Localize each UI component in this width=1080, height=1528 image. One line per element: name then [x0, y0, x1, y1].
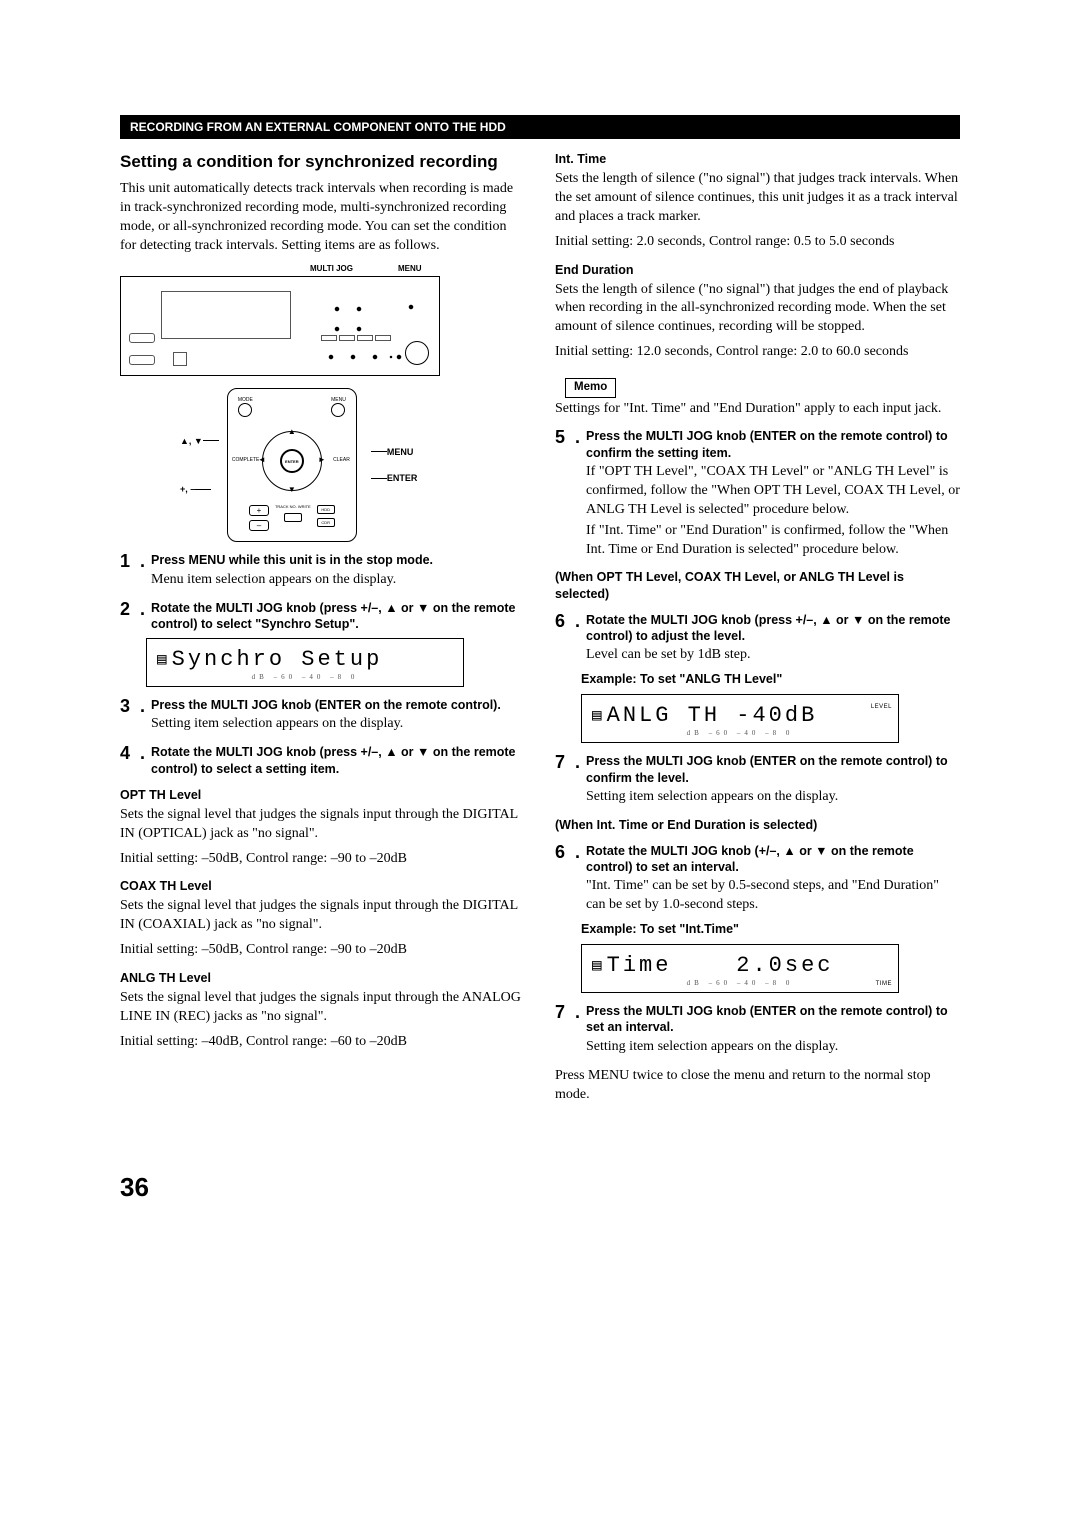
setting-inttime-desc: Sets the length of silence ("no signal")… — [555, 170, 960, 227]
step-3: 3. Press the MULTI JOG knob (ENTER on th… — [120, 697, 525, 734]
step-title: Press the MULTI JOG knob (ENTER on the r… — [151, 697, 525, 713]
remote-illustration: ▲, ▼ +, – MODE MENU COMPLETE CLEAR ENTER… — [180, 388, 525, 543]
step-5: 5. Press the MULTI JOG knob (ENTER on th… — [555, 428, 960, 559]
setting-opt-name: OPT TH Level — [120, 787, 525, 804]
step-number: 6 — [555, 843, 573, 861]
step-6a: 6. Rotate the MULTI JOG knob (press +/–,… — [555, 612, 960, 665]
remote-graphic: MODE MENU COMPLETE CLEAR ENTER ▲ ▼ ◄ ► +… — [227, 388, 357, 543]
right-column: Int. Time Sets the length of silence ("n… — [555, 151, 960, 1110]
memo-text: Settings for "Int. Time" and "End Durati… — [555, 400, 960, 419]
when-time-heading: (When Int. Time or End Duration is selec… — [555, 817, 960, 833]
setting-coax-desc: Sets the signal level that judges the si… — [120, 897, 525, 935]
step-title: Press the MULTI JOG knob (ENTER on the r… — [586, 428, 960, 461]
step-6b: 6. Rotate the MULTI JOG knob (+/–, ▲ or … — [555, 843, 960, 915]
setting-inttime-name: Int. Time — [555, 151, 960, 168]
setting-coax-name: COAX TH Level — [120, 878, 525, 895]
step-number: 4 — [120, 744, 138, 762]
setting-inttime-init: Initial setting: 2.0 seconds, Control ra… — [555, 233, 960, 252]
title-bar: RECORDING FROM AN EXTERNAL COMPONENT ONT… — [120, 115, 960, 139]
step-text: "Int. Time" can be set by 0.5-second ste… — [586, 877, 960, 915]
lcd-anlg: LEVEL ▤ANLG TH -40dB dB –60 –40 –8 0 — [581, 694, 899, 743]
step-text: Setting item selection appears on the di… — [151, 715, 525, 734]
label-menu: MENU — [398, 264, 422, 275]
example-time-label: Example: To set "Int.Time" — [581, 921, 960, 938]
lcd-corner-level: LEVEL — [871, 703, 892, 711]
step-4: 4. Rotate the MULTI JOG knob (press +/–,… — [120, 744, 525, 777]
front-panel-graphic — [120, 276, 440, 376]
bars-icon: ▤ — [592, 706, 605, 728]
label-updown: ▲, ▼ — [180, 435, 203, 447]
step-title: Rotate the MULTI JOG knob (press +/–, ▲ … — [151, 600, 525, 633]
setting-opt-desc: Sets the signal level that judges the si… — [120, 806, 525, 844]
step-number: 5 — [555, 428, 573, 446]
setting-enddur-desc: Sets the length of silence ("no signal")… — [555, 281, 960, 338]
lcd-synchro: ▤Synchro Setup dB –60 –40 –8 0 — [146, 638, 464, 687]
setting-anlg-desc: Sets the signal level that judges the si… — [120, 989, 525, 1027]
step-7a: 7. Press the MULTI JOG knob (ENTER on th… — [555, 753, 960, 806]
close-note: Press MENU twice to close the menu and r… — [555, 1067, 960, 1105]
bars-icon: ▤ — [592, 956, 605, 978]
lcd-corner-time: TIME — [876, 980, 892, 988]
setting-enddur-init: Initial setting: 12.0 seconds, Control r… — [555, 343, 960, 362]
step-text: Menu item selection appears on the displ… — [151, 571, 525, 590]
section-heading: Setting a condition for synchronized rec… — [120, 151, 525, 174]
intro-text: This unit automatically detects track in… — [120, 180, 525, 256]
step-7b: 7. Press the MULTI JOG knob (ENTER on th… — [555, 1003, 960, 1056]
step-text: Setting item selection appears on the di… — [586, 788, 960, 807]
label-plusminus: +, – — [180, 483, 195, 495]
step-text: If "Int. Time" or "End Duration" is conf… — [586, 522, 960, 560]
step-title: Rotate the MULTI JOG knob (press +/–, ▲ … — [586, 612, 960, 645]
setting-opt-init: Initial setting: –50dB, Control range: –… — [120, 850, 525, 869]
label-menu-remote: MENU — [387, 446, 414, 458]
when-level-heading: (When OPT TH Level, COAX TH Level, or AN… — [555, 569, 960, 602]
step-text: Setting item selection appears on the di… — [586, 1038, 960, 1057]
label-enter-remote: ENTER — [387, 472, 418, 484]
step-text: If "OPT TH Level", "COAX TH Level" or "A… — [586, 463, 960, 520]
step-number: 2 — [120, 600, 138, 618]
setting-anlg-name: ANLG TH Level — [120, 970, 525, 987]
bars-icon: ▤ — [157, 650, 170, 672]
setting-anlg-init: Initial setting: –40dB, Control range: –… — [120, 1033, 525, 1052]
left-column: Setting a condition for synchronized rec… — [120, 151, 525, 1110]
step-text: Level can be set by 1dB step. — [586, 646, 960, 665]
step-number: 3 — [120, 697, 138, 715]
front-panel-illustration: MULTI JOG MENU — [120, 264, 525, 376]
lcd-time: TIME ▤Time 2.0sec dB –60 –40 –8 0 — [581, 944, 899, 993]
step-number: 6 — [555, 612, 573, 630]
memo-label: Memo — [565, 378, 616, 398]
step-title: Press the MULTI JOG knob (ENTER on the r… — [586, 753, 960, 786]
step-title: Press the MULTI JOG knob (ENTER on the r… — [586, 1003, 960, 1036]
step-2: 2. Rotate the MULTI JOG knob (press +/–,… — [120, 600, 525, 633]
step-title: Rotate the MULTI JOG knob (+/–, ▲ or ▼ o… — [586, 843, 960, 876]
step-number: 1 — [120, 552, 138, 570]
label-multi-jog: MULTI JOG — [310, 264, 353, 275]
step-number: 7 — [555, 1003, 573, 1021]
setting-enddur-name: End Duration — [555, 262, 960, 279]
step-title: Rotate the MULTI JOG knob (press +/–, ▲ … — [151, 744, 525, 777]
step-1: 1. Press MENU while this unit is in the … — [120, 552, 525, 589]
setting-coax-init: Initial setting: –50dB, Control range: –… — [120, 941, 525, 960]
page-number: 36 — [120, 1170, 960, 1205]
example-anlg-label: Example: To set "ANLG TH Level" — [581, 671, 960, 688]
step-title: Press MENU while this unit is in the sto… — [151, 552, 525, 568]
two-column-layout: Setting a condition for synchronized rec… — [120, 151, 960, 1110]
step-number: 7 — [555, 753, 573, 771]
